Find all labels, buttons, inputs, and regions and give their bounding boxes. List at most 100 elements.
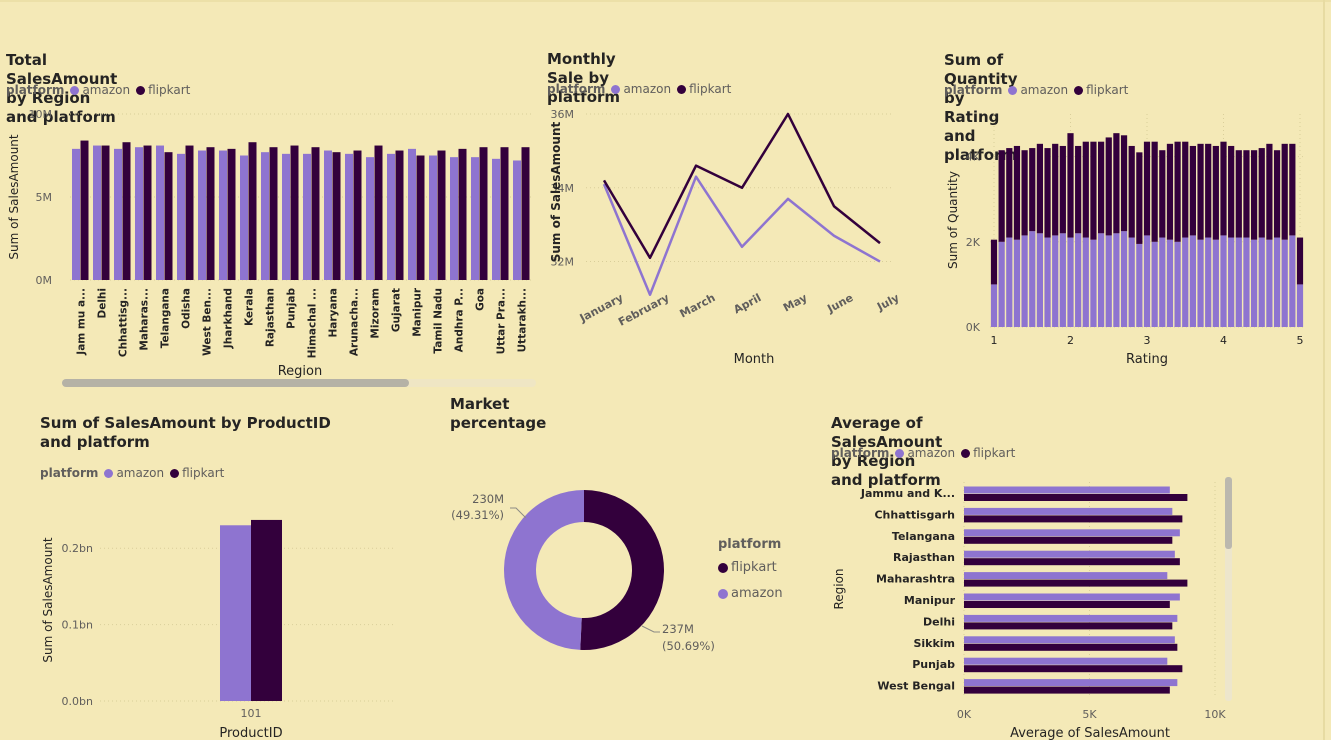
bar-amazon bbox=[1113, 233, 1120, 327]
y-tick-label: 4K bbox=[966, 151, 981, 164]
x-tick-label: 1 bbox=[991, 334, 998, 347]
bar-flipkart bbox=[1128, 145, 1135, 238]
bar-flipkart bbox=[416, 155, 425, 280]
x-tick-label: 3 bbox=[1144, 334, 1151, 347]
bar-amazon bbox=[1036, 233, 1043, 327]
x-tick-label: Telangana bbox=[160, 288, 172, 348]
legend-item-amazon[interactable]: amazon bbox=[1008, 83, 1068, 97]
bar-amazon bbox=[1273, 237, 1281, 327]
legend-item-amazon[interactable]: amazon bbox=[104, 466, 164, 480]
bar-amazon bbox=[450, 157, 458, 280]
bar-amazon bbox=[990, 284, 998, 327]
bar-flipkart bbox=[1006, 148, 1013, 238]
x-tick-label: 101 bbox=[241, 707, 262, 720]
x-tick-label: February bbox=[616, 291, 671, 329]
data-label-amazon-percent: (49.31%) bbox=[451, 508, 504, 522]
legend-item-flipkart[interactable]: flipkart bbox=[170, 466, 224, 480]
x-tick-label: Jam mu a... bbox=[76, 288, 88, 356]
chart-legend: platform amazon flipkart bbox=[40, 466, 230, 480]
vertical-scrollbar-track[interactable] bbox=[1225, 477, 1232, 701]
y-tick-label: Maharashtra bbox=[876, 573, 955, 586]
bar-amazon bbox=[1212, 239, 1219, 327]
x-axis-title: Rating bbox=[1126, 352, 1168, 367]
bar-flipkart bbox=[1113, 133, 1120, 234]
horizontal-scrollbar-thumb[interactable] bbox=[62, 379, 409, 387]
bar-amazon bbox=[1059, 233, 1066, 327]
bar-flipkart bbox=[998, 150, 1005, 242]
y-tick-label: 34M bbox=[551, 182, 575, 195]
y-tick-label: 0M bbox=[36, 274, 53, 287]
x-tick-label: Jharkhand bbox=[223, 288, 235, 349]
legend-item-flipkart[interactable]: flipkart bbox=[1074, 83, 1128, 97]
legend-item-flipkart[interactable]: flipkart bbox=[136, 83, 190, 97]
bar-amazon bbox=[964, 572, 1168, 580]
bar-amazon bbox=[303, 153, 311, 280]
x-tick-label: 2 bbox=[1067, 334, 1074, 347]
bar-flipkart bbox=[964, 558, 1180, 566]
x-tick-label: Gujarat bbox=[391, 288, 403, 332]
y-tick-label: 5M bbox=[36, 191, 53, 204]
legend-item-amazon[interactable]: amazon bbox=[895, 446, 955, 460]
bar-flipkart bbox=[1013, 145, 1021, 240]
y-tick-label: Manipur bbox=[904, 594, 956, 607]
x-tick-label: Chhattisg... bbox=[118, 288, 130, 357]
bar-flipkart bbox=[290, 145, 299, 280]
bar-flipkart bbox=[1228, 145, 1235, 238]
bar-amazon bbox=[220, 525, 251, 701]
bar-flipkart bbox=[1273, 150, 1281, 238]
bar-flipkart bbox=[964, 579, 1188, 587]
vertical-scrollbar-thumb[interactable] bbox=[1225, 477, 1232, 549]
rating-chart: 0K 2K 4K 1 2 3 4 5 Sum of Quantity Rating bbox=[946, 114, 1304, 367]
bar-amazon bbox=[177, 153, 185, 280]
legend-item-amazon[interactable]: amazon bbox=[70, 83, 130, 97]
legend-title: platform bbox=[40, 466, 99, 480]
donut-legend-item-amazon[interactable]: amazon bbox=[718, 586, 789, 601]
bar-flipkart bbox=[964, 515, 1183, 523]
y-tick-label: 0.1bn bbox=[62, 619, 93, 632]
bar-flipkart bbox=[1021, 150, 1028, 236]
bar-amazon bbox=[964, 486, 1170, 494]
top-border bbox=[0, 0, 1331, 2]
bar-amazon bbox=[1120, 231, 1128, 327]
bar-amazon bbox=[324, 150, 332, 280]
x-tick-label: Uttarakh... bbox=[517, 288, 529, 352]
bar-flipkart bbox=[1266, 143, 1273, 240]
x-tick-label: 5K bbox=[1082, 708, 1097, 721]
legend-item-amazon[interactable]: amazon bbox=[611, 82, 671, 96]
legend-item-flipkart[interactable]: flipkart bbox=[961, 446, 1015, 460]
y-axis-title: Sum of SalesAmount bbox=[549, 121, 563, 262]
legend-item-flipkart[interactable]: flipkart bbox=[677, 82, 731, 96]
bar-amazon bbox=[387, 153, 395, 280]
bar-amazon bbox=[964, 657, 1168, 665]
x-tick-label: July bbox=[874, 291, 901, 314]
y-tick-label: 0K bbox=[966, 321, 981, 334]
bar-amazon bbox=[964, 550, 1175, 558]
y-tick-label: Jammu and K... bbox=[860, 487, 955, 500]
bar-flipkart bbox=[1120, 135, 1128, 232]
y-tick-label: 32M bbox=[551, 256, 575, 269]
bar-flipkart bbox=[332, 152, 341, 280]
bar-flipkart bbox=[164, 152, 173, 280]
x-tick-label: Uttar Pra... bbox=[496, 288, 508, 354]
bar-amazon bbox=[345, 153, 353, 280]
bar-amazon bbox=[1205, 237, 1212, 327]
bar-amazon bbox=[1098, 233, 1105, 327]
bar-flipkart bbox=[1067, 133, 1074, 238]
bar-flipkart bbox=[458, 148, 467, 280]
x-axis-title: Month bbox=[734, 352, 775, 367]
x-tick-label: May bbox=[781, 291, 809, 314]
bar-amazon bbox=[1151, 241, 1158, 327]
slice-flipkart bbox=[580, 490, 664, 650]
bar-flipkart bbox=[143, 145, 152, 280]
avg-region-chart: 0K 5K 10K Jammu and K... Chhattisgarh Telanga… bbox=[832, 482, 1226, 740]
bar-flipkart bbox=[1044, 148, 1051, 238]
bar-flipkart bbox=[964, 665, 1183, 673]
bar-flipkart bbox=[353, 150, 362, 280]
donut-legend-item-flipkart[interactable]: flipkart bbox=[718, 560, 783, 575]
y-tick-label: Telangana bbox=[892, 530, 955, 543]
chart-title: Average of SalesAmount by Region and pla… bbox=[831, 414, 943, 489]
region-total-chart: 0M 5M 10M Jam mu a... Delhi Chhattisg... Mahar… bbox=[7, 108, 532, 379]
bar-flipkart bbox=[964, 536, 1173, 544]
bar-flipkart bbox=[1090, 141, 1097, 240]
